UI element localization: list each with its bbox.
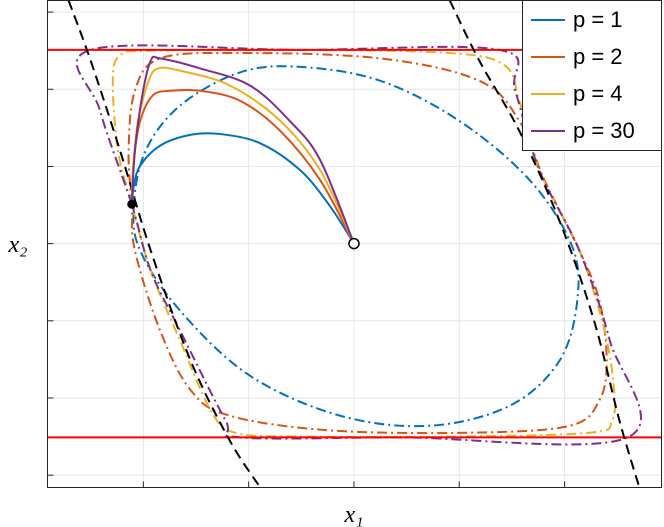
legend-box [522,0,662,151]
y-axis-label: x₂ [8,232,28,258]
level-set [132,65,580,428]
x-axis-label: x₁ [344,502,364,527]
legend-label: p = 4 [573,81,623,106]
level-set [127,51,608,435]
legend-label: p = 1 [573,7,623,32]
boundary-curve [67,0,262,489]
axes-frame [47,0,662,488]
end-marker [127,199,137,209]
level-set [75,44,642,446]
legend-label: p = 2 [573,44,623,69]
start-marker [348,237,360,250]
plot-area [47,0,662,489]
trajectory [130,55,355,244]
boundary-curve [448,0,641,488]
legend: p = 1 p = 2 p = 4 p = 30 [522,0,662,151]
legend-label: p = 30 [573,118,635,143]
trajectory [130,132,355,245]
